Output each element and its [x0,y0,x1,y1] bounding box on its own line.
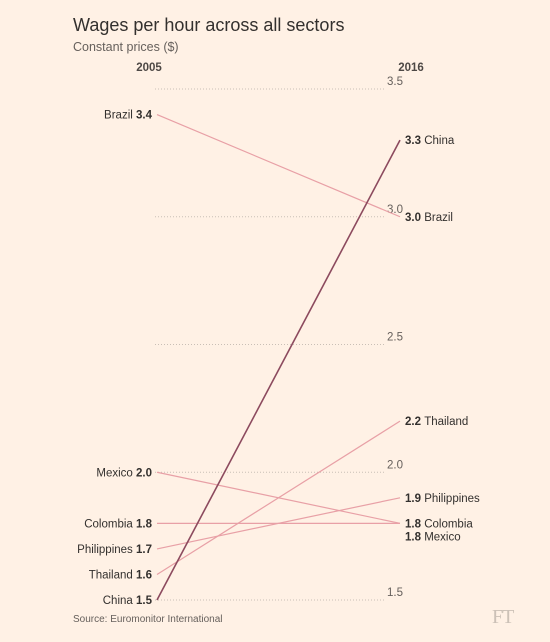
start-label-philippines: Philippines 1.7 [77,544,152,556]
y-tick-label: 1.5 [387,587,403,599]
start-country-name: Mexico [96,467,136,479]
end-label-philippines: 1.9 Philippines [405,493,480,505]
ft-logo: FT [492,606,514,628]
end-country-name: Thailand [424,416,468,428]
end-label-brazil: 3.0 Brazil [405,212,453,224]
start-country-name: China [103,595,136,607]
start-country-name: Colombia [84,518,136,530]
end-country-name: Mexico [424,531,460,543]
end-label-colombia: 1.8 Colombia [405,518,473,530]
y-tick-label: 3.5 [387,76,403,88]
start-label-thailand: Thailand 1.6 [89,569,152,581]
series-line-china [156,139,401,601]
y-tick-label: 2.5 [387,332,403,344]
start-label-mexico: Mexico 2.0 [96,467,152,479]
end-year-label: 2016 [398,62,424,74]
start-value: 1.5 [136,595,153,607]
end-country-name: Colombia [424,518,473,530]
start-country-name: Thailand [89,569,136,581]
y-tick-label: 2.0 [387,459,403,471]
end-value: 3.3 [405,135,424,147]
end-value: 2.2 [405,416,424,428]
start-value: 1.8 [136,518,153,530]
end-value: 1.8 [405,531,424,543]
end-label-mexico: 1.8 Mexico [405,531,461,543]
start-value: 1.6 [136,569,152,581]
source-note: Source: Euromonitor International [73,614,223,625]
end-value: 1.8 [405,518,424,530]
start-year-label: 2005 [136,62,162,74]
end-value: 1.9 [405,493,424,505]
start-value: 1.7 [136,544,152,556]
end-country-name: China [424,135,455,147]
start-value: 2.0 [136,467,152,479]
end-label-china: 3.3 China [405,135,455,147]
chart-title: Wages per hour across all sectors [73,15,345,35]
start-label-china: China 1.5 [103,595,153,607]
end-country-name: Brazil [424,212,453,224]
series-line-brazil [156,113,401,218]
series-line-mexico [156,471,401,524]
end-country-name: Philippines [424,493,480,505]
start-country-name: Philippines [77,544,136,556]
end-value: 3.0 [405,212,424,224]
start-label-brazil: Brazil 3.4 [104,110,153,122]
end-label-thailand: 2.2 Thailand [405,416,468,428]
start-value: 3.4 [136,110,153,122]
start-label-colombia: Colombia 1.8 [84,518,152,530]
start-country-name: Brazil [104,110,136,122]
y-tick-label: 3.0 [387,204,403,216]
chart-subtitle: Constant prices ($) [73,40,179,54]
